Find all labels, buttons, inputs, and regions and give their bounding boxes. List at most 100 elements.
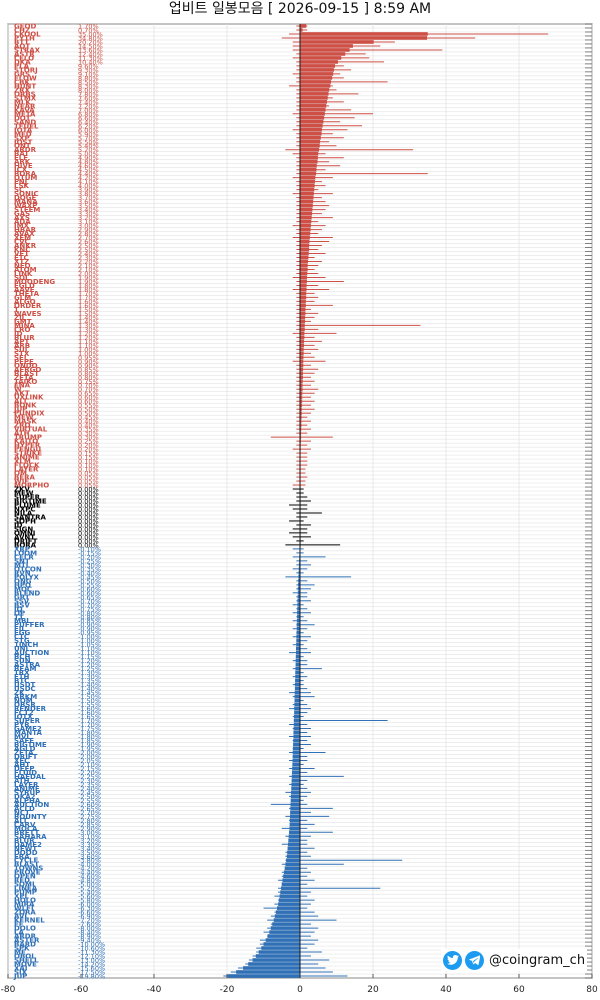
- coin-label: BONK: [14, 402, 37, 410]
- change-label: -3.20%: [78, 837, 101, 845]
- change-label: 6.40%: [78, 118, 99, 126]
- change-label: 2.80%: [78, 230, 99, 238]
- coin-label: ADA: [14, 218, 31, 226]
- coin-label: SXP: [14, 134, 30, 142]
- change-label: -2.20%: [78, 769, 101, 777]
- change-bar: [295, 658, 300, 663]
- change-bar: [300, 311, 306, 316]
- change-label: 2.50%: [78, 246, 99, 254]
- coin-label: CYCLE: [14, 857, 39, 865]
- coin-label: MOC: [14, 585, 32, 593]
- coin-label: SUI: [14, 346, 27, 354]
- change-bar: [300, 123, 323, 128]
- x-tick-label: -20: [220, 985, 235, 995]
- change-label: 0.00%: [78, 505, 99, 513]
- coin-label: EGLD: [14, 282, 35, 290]
- change-bar: [294, 702, 300, 707]
- coin-label: CKOOL: [14, 30, 41, 38]
- change-label: 8.30%: [78, 82, 99, 90]
- change-label: -0.30%: [78, 561, 101, 569]
- coin-label: IOTX: [14, 713, 33, 721]
- coin-label: PUNDIX: [14, 410, 45, 418]
- change-label: -6.30%: [78, 905, 101, 913]
- change-bar: [236, 970, 300, 974]
- change-bar: [274, 914, 300, 918]
- change-bar: [300, 171, 317, 176]
- change-label: 0.20%: [78, 446, 99, 454]
- telegram-plane-icon[interactable]: [465, 950, 484, 970]
- change-label: -0.25%: [78, 557, 101, 565]
- change-bar: [285, 862, 300, 867]
- twitter-bird-icon[interactable]: [443, 950, 462, 970]
- change-label: -1.60%: [78, 705, 101, 713]
- change-label: 1.30%: [78, 322, 99, 330]
- change-label: 0.10%: [78, 458, 99, 466]
- coin-label: NCT: [14, 809, 30, 817]
- change-bar: [295, 678, 300, 683]
- coin-label: AVAX: [14, 230, 35, 238]
- change-bar: [300, 195, 314, 200]
- change-label: -0.70%: [78, 597, 101, 605]
- change-label: -2.75%: [78, 813, 101, 821]
- change-bar: [289, 818, 300, 823]
- change-label: 0.50%: [78, 406, 99, 414]
- change-bar: [300, 379, 303, 384]
- change-label: 5.00%: [78, 150, 99, 158]
- change-label: -6.00%: [78, 901, 101, 909]
- change-label: -1.25%: [78, 665, 101, 673]
- coin-label: ICX: [14, 166, 28, 174]
- change-bar: [300, 131, 322, 136]
- change-label: -0.75%: [78, 605, 101, 613]
- change-label: 5.90%: [78, 130, 99, 138]
- change-label: 6.80%: [78, 110, 99, 118]
- change-label: 0.50%: [78, 410, 99, 418]
- change-bar: [258, 950, 300, 954]
- coin-label: XAI: [14, 965, 27, 973]
- coin-label: ASTR: [14, 50, 35, 58]
- change-label: -17.50%: [78, 969, 105, 977]
- page-title: 업비트 일봉모음 [ 2026-09-15 ] 8:59 AM: [168, 1, 432, 17]
- coin-label: CTC: [14, 633, 29, 641]
- coin-label: FCT2: [14, 709, 34, 717]
- change-bar: [261, 946, 300, 950]
- change-label: -13.00%: [78, 957, 105, 965]
- change-label: -0.90%: [78, 621, 101, 629]
- coin-label: RVN: [14, 569, 31, 577]
- change-bar: [280, 890, 300, 894]
- coin-label: HPO: [14, 581, 31, 589]
- row-labels: GEOD 1.70% CHZ 0.70% CKOOL 35.00% PYTH 34.80% BT…: [13, 22, 105, 980]
- change-label: 0.70%: [78, 26, 99, 34]
- change-bar: [300, 116, 325, 120]
- change-label: 3.70%: [78, 194, 99, 202]
- coin-label: GRT: [14, 593, 30, 601]
- coin-label: ORDER: [14, 302, 42, 310]
- coin-label: ZETA: [14, 374, 34, 382]
- change-label: -8.40%: [78, 929, 101, 937]
- change-bar: [300, 76, 333, 80]
- change-bar: [300, 231, 311, 236]
- change-bar: [289, 822, 300, 827]
- change-bar: [300, 223, 311, 228]
- change-label: 0.20%: [78, 442, 99, 450]
- coin-label: IOTA: [14, 126, 33, 134]
- change-bar: [300, 203, 313, 208]
- change-label: -0.85%: [78, 617, 101, 625]
- brand-handle[interactable]: @coingram_ch: [489, 952, 586, 968]
- change-label: 4.40%: [78, 170, 99, 178]
- change-label: 0.00%: [78, 486, 99, 494]
- coin-label: WIF: [14, 478, 29, 486]
- coin-label: W: [14, 386, 22, 394]
- coin-label: ANKR: [14, 242, 37, 250]
- coin-label: PLUME: [14, 501, 41, 509]
- change-bar: [300, 207, 313, 212]
- coin-label: USDC: [14, 685, 36, 693]
- change-bar: [292, 750, 300, 755]
- change-bar: [300, 319, 306, 324]
- change-bar: [300, 167, 317, 172]
- change-bar: [300, 64, 336, 68]
- coin-label: LINK: [14, 270, 33, 278]
- change-label: 0.45%: [78, 414, 99, 422]
- coin-label: SOL: [14, 274, 30, 282]
- coin-label: DKA2: [14, 793, 36, 801]
- coin-label: NEWT: [14, 845, 37, 853]
